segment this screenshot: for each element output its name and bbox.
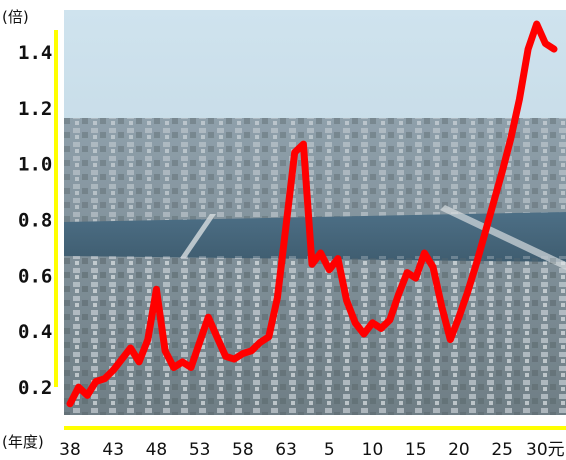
y-tick-labels: 0.2 0.4 0.6 0.8 1.0 1.2 1.4 [18, 42, 52, 399]
x-tick-label: 10 [362, 440, 384, 460]
background-photo [64, 10, 566, 415]
series-line [66, 20, 558, 408]
x-tick-label: 25 [491, 440, 513, 460]
x-tick-label: 43 [102, 440, 124, 460]
y-tick-label: 0.8 [18, 209, 52, 231]
y-axis-unit: (倍) [2, 8, 29, 26]
x-tick-labels: 38 43 48 53 58 63 5 10 15 20 25 30元 [59, 440, 564, 460]
y-tick-label: 1.4 [18, 42, 52, 64]
y-tick-label: 0.2 [18, 377, 52, 399]
x-tick-label: 15 [405, 440, 427, 460]
x-tick-label: 30元 [526, 440, 565, 460]
x-axis-unit: (年度) [2, 433, 44, 451]
x-tick-label: 63 [275, 440, 297, 460]
y-tick-label: 0.6 [18, 265, 52, 287]
x-tick-label: 38 [59, 440, 81, 460]
x-tick-label: 58 [232, 440, 254, 460]
x-tick-label: 20 [448, 440, 470, 460]
x-tick-label: 5 [324, 440, 335, 460]
x-tick-label: 53 [189, 440, 211, 460]
y-tick-label: 1.0 [18, 154, 52, 176]
y-tick-label: 1.2 [18, 98, 52, 120]
x-tick-label: 48 [146, 440, 168, 460]
y-tick-label: 0.4 [18, 321, 52, 343]
